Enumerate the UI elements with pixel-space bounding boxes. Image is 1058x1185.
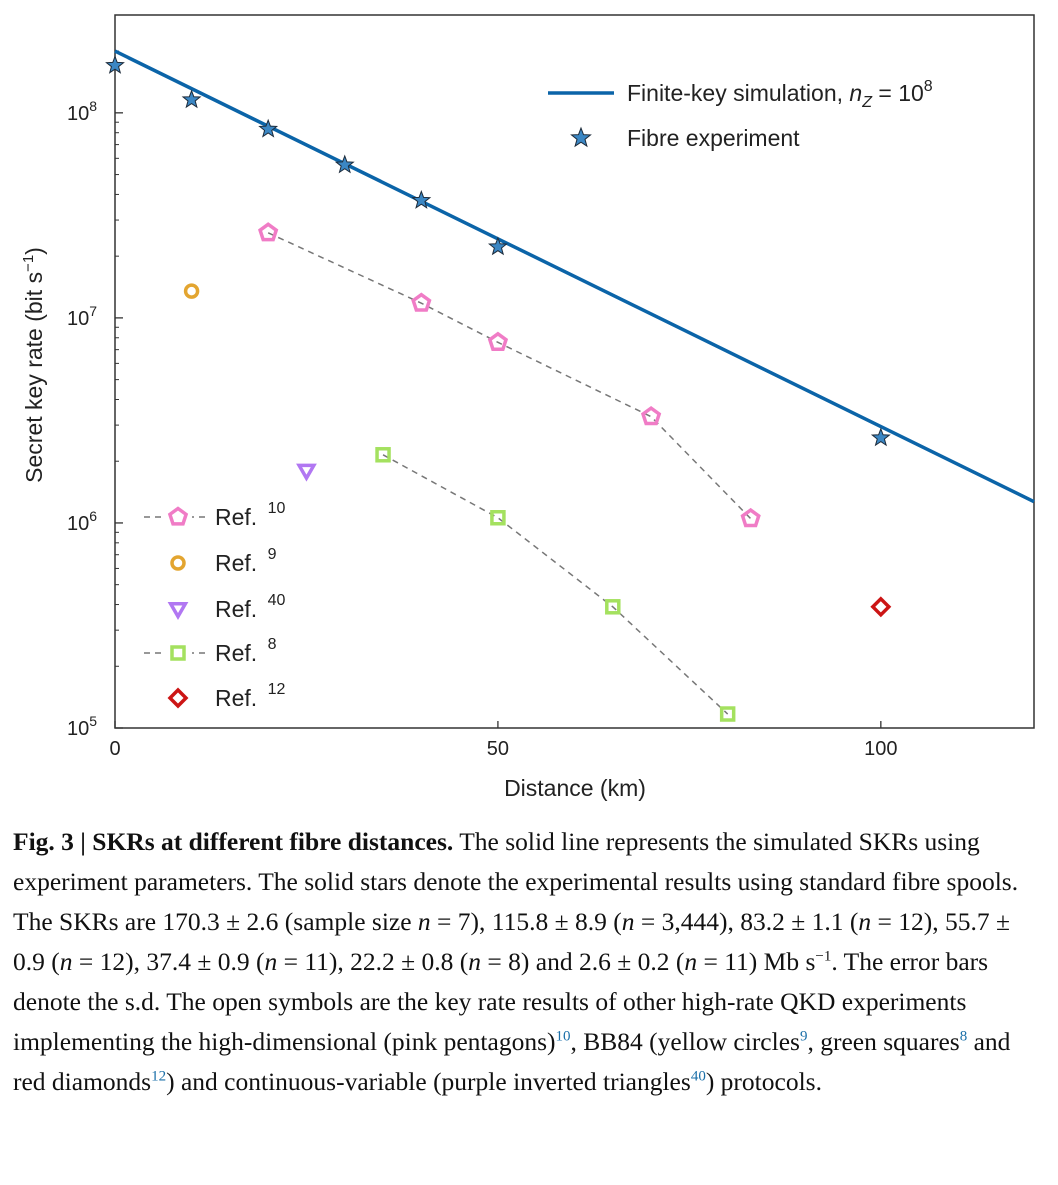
- experiment-star-point: [258, 118, 279, 138]
- ref-8-dashed-line: [382, 454, 729, 715]
- y-tick-label: 105: [67, 713, 97, 740]
- ref-10-point: [740, 507, 761, 528]
- legend-ref-8-marker: [170, 645, 186, 661]
- ref-10-point: [487, 331, 509, 351]
- experiment-star-point: [488, 236, 508, 256]
- ref-8-point: [605, 599, 621, 615]
- legend-ref-10-marker: [167, 506, 189, 526]
- ref-40-point: [296, 463, 317, 482]
- legend-experiment-label: Fibre experiment: [627, 125, 800, 151]
- y-tick-label: 106: [67, 508, 97, 535]
- experiment-star-point: [334, 154, 355, 174]
- skr-chart: 0 50 100 105 106 107 108 Distance (km) Secret …: [20, 14, 1035, 801]
- legend-simulation-label: Finite-key simulation, nZ = 108: [627, 78, 933, 111]
- simulation-line: [114, 49, 1035, 504]
- experiment-star-point: [411, 189, 432, 209]
- legend-ref-12-label: Ref. 12: [215, 681, 285, 711]
- legend-star-icon: [570, 126, 592, 148]
- legend-ref-10-label: Ref. 10: [215, 500, 285, 530]
- ref-10-dashed-line: [267, 232, 752, 520]
- legend-ref-8-label: Ref. 8: [215, 636, 277, 666]
- experiment-star-point: [105, 54, 125, 74]
- x-tick-label: 50: [487, 738, 509, 760]
- ref-8-point: [719, 706, 736, 722]
- ref-10-point: [411, 292, 432, 312]
- plot-frame: [114, 14, 1035, 729]
- ref-9-point: [183, 283, 200, 299]
- legend-top: Finite-key simulation, nZ = 108 Fibre ex…: [548, 78, 933, 151]
- legend-refs: Ref. 10 Ref. 9 Ref. 40 Ref. 8 Ref. 12: [144, 500, 285, 711]
- ref-12-point: [870, 596, 892, 618]
- legend-ref-40-label: Ref. 40: [215, 592, 285, 622]
- experiment-star-point: [181, 89, 202, 109]
- y-tick-label: 107: [67, 303, 97, 330]
- y-tick-label: 108: [67, 98, 97, 125]
- x-tick-label: 100: [864, 738, 897, 760]
- x-tick-label: 0: [109, 738, 120, 760]
- experiment-star-point: [870, 427, 891, 447]
- legend-ref-12-marker: [167, 687, 189, 709]
- legend-ref-40-marker: [167, 602, 189, 621]
- y-axis-label: Secret key rate (bit s−1): [20, 247, 47, 483]
- caption-lead: Fig. 3 | SKRs at different fibre distanc…: [13, 827, 454, 856]
- legend-ref-9-label: Ref. 9: [215, 546, 277, 576]
- figure-caption: Fig. 3 | SKRs at different fibre distanc…: [13, 827, 1019, 1096]
- ref-10-point: [258, 222, 279, 242]
- ref-10-point: [640, 405, 662, 426]
- legend-ref-9-marker: [170, 555, 186, 571]
- ref-8-point: [375, 447, 391, 463]
- ref-8-point: [490, 510, 506, 526]
- x-axis-label: Distance (km): [504, 775, 646, 801]
